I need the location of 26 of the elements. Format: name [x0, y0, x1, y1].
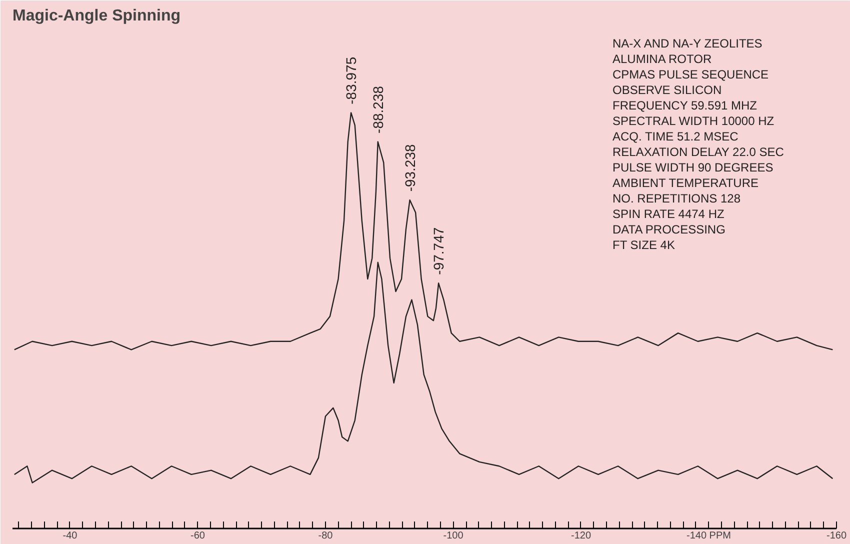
- text: OBSERVE SILICON: [612, 83, 722, 97]
- annotation: -88.238: [370, 86, 386, 134]
- x-tick-label: -140 PPM: [686, 530, 731, 542]
- annotation: SPIN RATE 4474 HZ: [612, 207, 724, 221]
- x-tick-label: -160: [826, 530, 847, 542]
- annotation: NO. REPETITIONS 128: [612, 192, 741, 206]
- annotation: DATA PROCESSING: [612, 222, 726, 236]
- annotation: ACQ. TIME 51.2 MSEC: [612, 130, 739, 144]
- text: FREQUENCY 59.591 MHZ: [612, 98, 757, 112]
- x-tick-label: -60: [190, 530, 206, 542]
- x-tick-label: -120: [570, 530, 592, 542]
- annotation: SPECTRAL WIDTH 10000 HZ: [612, 114, 774, 128]
- text: CPMAS PULSE SEQUENCE: [612, 68, 769, 82]
- x-tick-label: -80: [318, 530, 334, 542]
- text: ALUMINA ROTOR: [612, 52, 712, 66]
- annotation: -97.747: [430, 227, 447, 275]
- text: NA-X AND NA-Y ZEOLITES: [612, 36, 762, 50]
- annotation: PULSE WIDTH 90 DEGREES: [612, 160, 774, 174]
- annotation: FT SIZE 4K: [612, 238, 675, 252]
- annotation: -93.238: [402, 144, 418, 192]
- chart-title: Magic-Angle Spinning: [12, 8, 180, 24]
- annotation: -83.975: [343, 56, 360, 104]
- annotation: AMBIENT TEMPERATURE: [612, 176, 759, 190]
- x-tick-label: -40: [62, 530, 78, 542]
- x-tick-label: -100: [443, 530, 464, 542]
- annotation: RELAXATION DELAY 22.0 SEC: [612, 145, 784, 159]
